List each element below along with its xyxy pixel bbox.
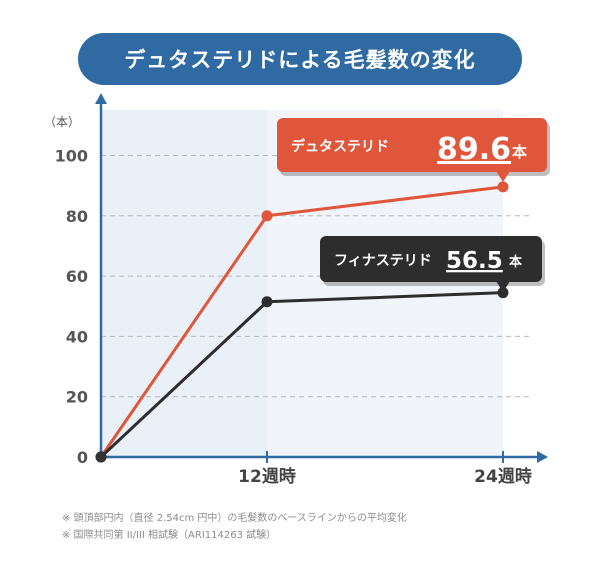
y-tick-label: 80 xyxy=(66,207,88,226)
callout-dutasteride-box xyxy=(277,118,547,172)
callout-finasteride-value: 56.5 xyxy=(446,248,503,274)
callout-finasteride-box xyxy=(320,236,542,282)
callout-dutasteride-unit: 本 xyxy=(512,143,527,161)
data-point xyxy=(261,210,273,222)
x-tick-label: 12週時 xyxy=(238,466,296,487)
callout-finasteride-unit: 本 xyxy=(509,254,522,270)
y-tick-label: 0 xyxy=(77,448,88,467)
y-tick-label: 60 xyxy=(66,267,88,286)
footnote-1: ※ 頭頂部円内（直径 2.54cm 円中）の毛髪数のベースラインからの平均変化 xyxy=(62,513,407,524)
chart-title: デュタステリドによる毛髪数の変化 xyxy=(124,48,476,72)
y-axis-label: （本） xyxy=(44,115,80,129)
x-axis-arrow-icon xyxy=(537,451,548,463)
y-tick-label: 100 xyxy=(55,147,88,166)
callout-finasteride-label: フィナステリド xyxy=(334,253,432,269)
chart-title-banner: デュタステリドによる毛髪数の変化 xyxy=(78,33,522,85)
data-point xyxy=(497,181,509,193)
callout-finasteride-pointer xyxy=(496,281,510,292)
callout-dutasteride-pointer xyxy=(496,171,510,182)
y-axis-arrow-icon xyxy=(95,93,107,104)
callout-dutasteride-value: 89.6 xyxy=(437,132,511,167)
footnote-2: ※ 国際共同第 II/III 相試験（ARI114263 試験） xyxy=(62,530,277,541)
data-point xyxy=(497,287,509,299)
callout-dutasteride-label: デュタステリド xyxy=(291,138,389,155)
y-tick-label: 20 xyxy=(66,388,88,407)
data-point xyxy=(261,296,273,308)
y-tick-label: 40 xyxy=(66,327,88,346)
data-point xyxy=(95,451,107,463)
footnotes: ※ 頭頂部円内（直径 2.54cm 円中）の毛髪数のベースラインからの平均変化 … xyxy=(62,510,407,544)
plot-band-0-12 xyxy=(101,110,267,457)
x-tick-label: 24週時 xyxy=(474,466,532,487)
